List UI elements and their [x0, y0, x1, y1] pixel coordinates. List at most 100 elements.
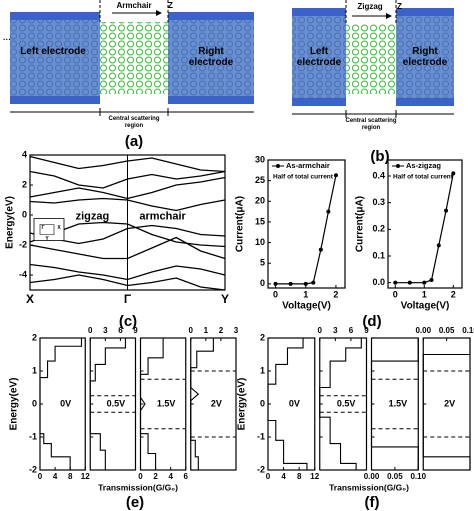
y-tick-label: 0.3 [372, 197, 385, 207]
marker [436, 243, 441, 248]
bias-label: 2V [444, 398, 455, 408]
x-tick-label: 6 [118, 326, 123, 335]
x-tick-label: 0.05 [387, 472, 403, 481]
plot-frame [387, 159, 463, 289]
band [29, 236, 226, 260]
inset-axes [39, 224, 55, 235]
note: Half of total current [393, 174, 454, 181]
y-tick-label: 1 [32, 365, 37, 375]
x-tick-label: 4 [53, 472, 58, 481]
y-tick-label: -1 [257, 431, 265, 441]
marker [333, 173, 338, 178]
band [29, 274, 226, 291]
y-tick-label: 0 [260, 398, 265, 408]
x-tick-label: 2 [153, 472, 158, 481]
x-axis-label: Transmission(G/G₀) [98, 482, 178, 492]
x-tick-label: 3 [103, 326, 108, 335]
y-tick-label: 25 [255, 175, 265, 185]
transmission-curve [89, 338, 126, 470]
bias-label: 1.5V [157, 398, 176, 408]
electrode-edge [10, 12, 100, 20]
electrode-edge [168, 96, 254, 104]
x-tick-label: X [26, 292, 34, 306]
x-tick-label: 2 [451, 289, 456, 299]
marker [407, 280, 412, 285]
y-axis-label: Energy(eV) [9, 378, 20, 431]
bias-label: 1.5V [389, 398, 408, 408]
marker [451, 171, 456, 176]
region-label: Central scattering region [108, 116, 160, 129]
left-electrode-label: Left electrode [296, 46, 342, 68]
x-tick-label: 1 [303, 289, 308, 299]
x-tick-label: 0 [273, 289, 278, 299]
bias-label: 0.5V [107, 398, 126, 408]
x-tick-label: Y [221, 292, 229, 306]
bias-label: 0V [289, 398, 300, 408]
x-tick-label: 8 [297, 472, 302, 481]
panel-label: (a) [125, 133, 143, 150]
x-tick-label: 6 [349, 326, 354, 335]
y-tick-label: 0.0 [372, 277, 385, 287]
marker [311, 280, 316, 285]
x-tick-label: 9 [133, 326, 138, 335]
y-tick-label: 5 [260, 258, 265, 268]
x-tick-label: Γ [124, 292, 132, 306]
direction: Zigzag [357, 2, 382, 11]
central-lattice [100, 22, 168, 94]
line [395, 173, 454, 284]
y-tick-label: -2 [29, 464, 37, 474]
x-tick-label: 0 [38, 472, 43, 481]
band [29, 263, 226, 281]
electrode-edge [396, 98, 454, 106]
y-tick-label: 0.1 [372, 250, 385, 260]
right-electrode-label: Right electrode [402, 46, 448, 68]
band [29, 155, 226, 173]
x-tick-label: 0.10 [410, 472, 426, 481]
marker [288, 281, 293, 286]
annotation: zigzag [76, 210, 110, 222]
inset-label: Γ [41, 225, 44, 231]
x-axis-label: Transmission(G/G₀) [329, 482, 409, 492]
electrode-edge [396, 8, 454, 16]
band [29, 170, 226, 189]
x-tick-label: 6 [184, 472, 189, 481]
transmission-curve [422, 338, 471, 470]
right-electrode [168, 14, 254, 102]
x-tick-label: 0.00 [415, 326, 431, 335]
y-tick-label: -4 [19, 269, 27, 279]
diagram-a: Armchair Z ··· [3, 0, 254, 116]
y-tick-label: 0 [22, 209, 27, 219]
axis-name: Z [168, 1, 173, 10]
y-tick-label: -2 [19, 239, 27, 249]
plot-frame [267, 159, 346, 289]
line [275, 175, 337, 285]
y-tick-label: 0.2 [372, 224, 385, 234]
y-tick-label: 10 [255, 237, 265, 247]
y-tick-label: 20 [255, 196, 265, 206]
x-tick-label: 0 [393, 289, 398, 299]
x-tick-label: 8 [68, 472, 73, 481]
y-axis-label: Current(μA) [235, 196, 246, 252]
legend-label: As-armchair [286, 161, 330, 170]
transmission-curve [370, 338, 419, 470]
ellipsis: ··· [3, 35, 11, 44]
y-tick-label: 0 [260, 278, 265, 288]
bias-label: 0V [60, 398, 71, 408]
x-tick-label: 3 [234, 326, 239, 335]
y-axis-label: Energy(eV) [5, 196, 16, 249]
x-tick-label: 0 [266, 472, 271, 481]
x-tick-label: 0.05 [439, 326, 455, 335]
transmission-curve [139, 338, 164, 470]
y-axis-label: Current(μA) [355, 196, 366, 252]
transmission-curve [319, 338, 362, 470]
transmission-curve [190, 338, 214, 470]
x-tick-label: 3 [333, 326, 338, 335]
y-tick-label: 2 [32, 332, 37, 342]
axis-name: Z [397, 2, 402, 11]
x-tick-label: 0 [88, 326, 93, 335]
legend-label: As-zigzag [406, 161, 441, 170]
x-tick-label: 12 [81, 472, 90, 481]
x-tick-label: 9 [364, 326, 369, 335]
legend-marker [396, 164, 400, 168]
